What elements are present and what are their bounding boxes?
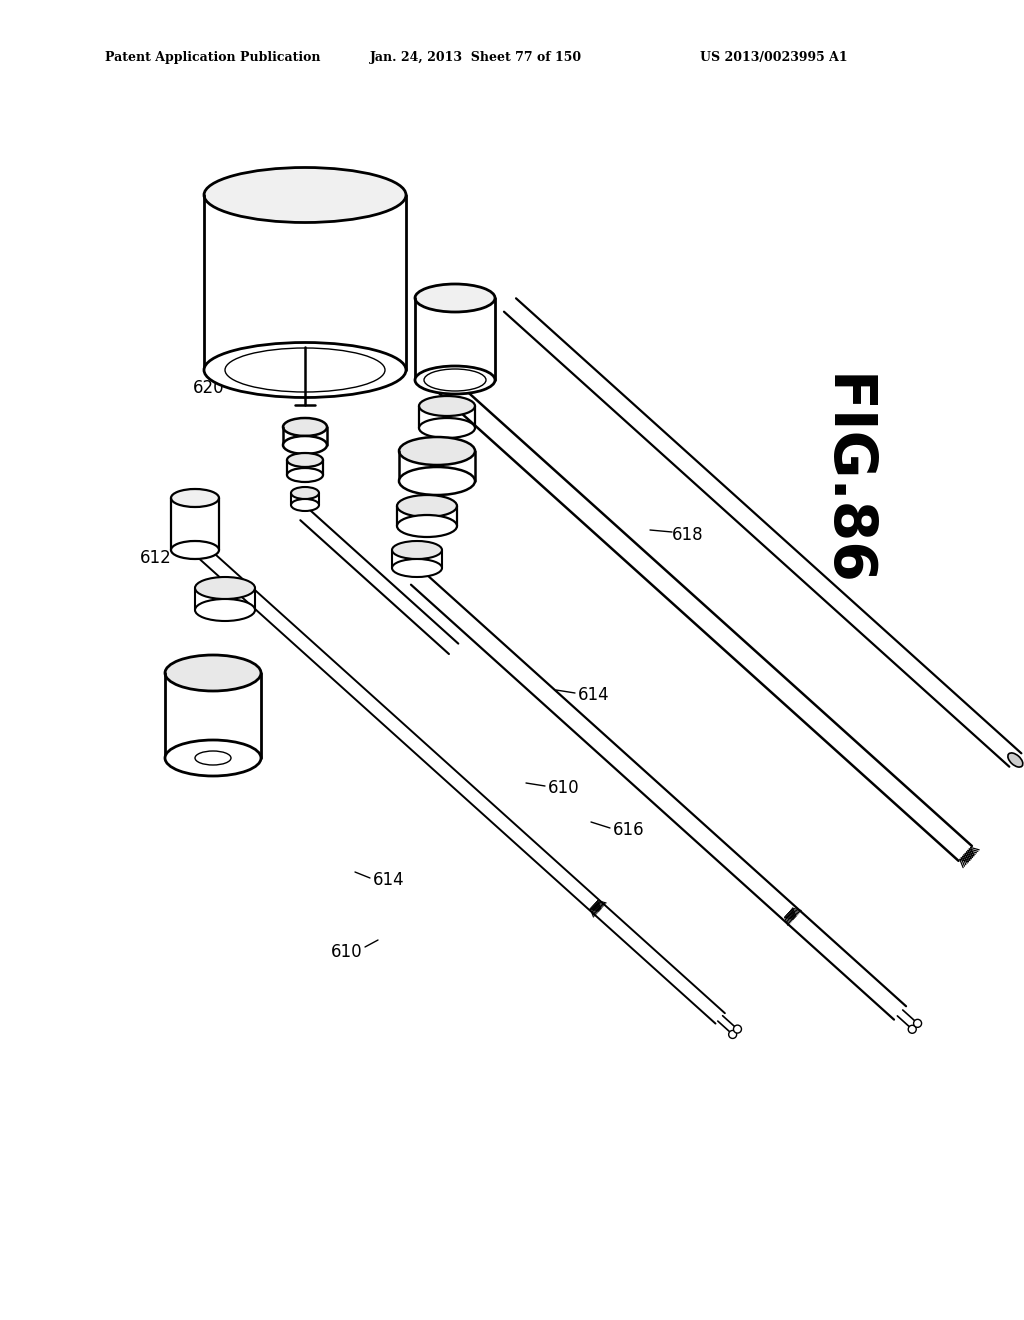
Ellipse shape [415, 366, 495, 393]
Ellipse shape [913, 1019, 922, 1027]
Ellipse shape [733, 1026, 741, 1034]
Ellipse shape [392, 558, 442, 577]
Ellipse shape [283, 418, 327, 436]
Text: Jan. 24, 2013  Sheet 77 of 150: Jan. 24, 2013 Sheet 77 of 150 [370, 51, 582, 65]
Ellipse shape [195, 599, 255, 620]
Ellipse shape [204, 168, 406, 223]
Ellipse shape [165, 741, 261, 776]
Ellipse shape [287, 469, 323, 482]
Ellipse shape [291, 487, 319, 499]
Text: US 2013/0023995 A1: US 2013/0023995 A1 [700, 51, 848, 65]
Ellipse shape [415, 284, 495, 312]
Ellipse shape [399, 437, 475, 465]
Ellipse shape [729, 1031, 736, 1039]
Ellipse shape [399, 467, 475, 495]
Ellipse shape [204, 342, 406, 397]
Ellipse shape [419, 396, 475, 416]
Ellipse shape [291, 499, 319, 511]
Ellipse shape [397, 515, 457, 537]
Ellipse shape [392, 541, 442, 558]
Text: 610: 610 [548, 779, 580, 797]
Ellipse shape [195, 577, 255, 599]
Text: 614: 614 [373, 871, 404, 888]
Ellipse shape [225, 348, 385, 392]
Ellipse shape [424, 370, 486, 391]
Ellipse shape [287, 453, 323, 467]
Text: 612: 612 [140, 549, 172, 568]
Ellipse shape [283, 436, 327, 454]
Ellipse shape [171, 541, 219, 558]
Text: Patent Application Publication: Patent Application Publication [105, 51, 321, 65]
Text: 620: 620 [194, 379, 225, 397]
Text: 610: 610 [331, 942, 362, 961]
Ellipse shape [419, 418, 475, 438]
Ellipse shape [908, 1026, 916, 1034]
Text: FIG.86: FIG.86 [816, 374, 873, 586]
Text: 618: 618 [672, 525, 703, 544]
Text: 616: 616 [613, 821, 645, 840]
Ellipse shape [1008, 752, 1023, 767]
Ellipse shape [171, 488, 219, 507]
Text: 614: 614 [578, 686, 609, 704]
Ellipse shape [195, 751, 231, 766]
Ellipse shape [165, 655, 261, 690]
Ellipse shape [397, 495, 457, 517]
